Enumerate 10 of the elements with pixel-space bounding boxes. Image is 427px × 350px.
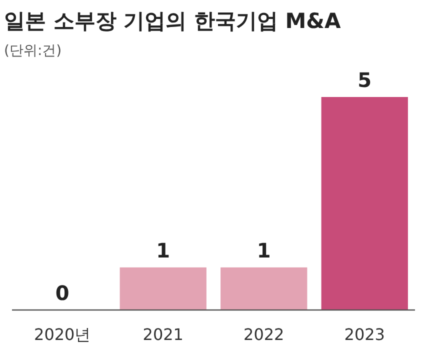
x-tick-label: 2022 [244,325,284,344]
x-tick-label: 2020년 [34,325,91,344]
x-tick-label: 2021 [142,325,184,344]
x-tick-label: 2023 [344,325,385,344]
data-label: 1 [156,238,170,262]
data-label: 5 [358,68,372,92]
data-label: 0 [55,281,70,305]
data-label: 1 [256,238,271,262]
chart-subtitle: (단위:건) [4,43,62,59]
chart-title: 일본 소부장 기업의 한국기업 M&A [4,9,342,33]
